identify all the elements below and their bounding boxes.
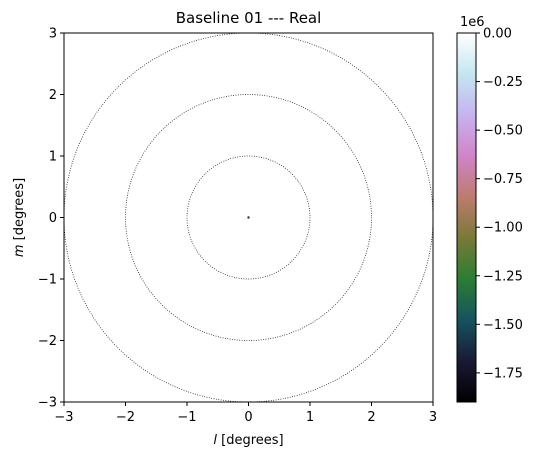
colorbar-tick-label: −1.00	[483, 221, 523, 236]
colorbar-tick-label: 0.00	[483, 27, 512, 42]
y-tick-label: −3	[38, 396, 57, 411]
radius-circle-2-deg	[125, 94, 372, 341]
colorbar-tick-label: −0.50	[483, 124, 523, 139]
colorbar-tick-label: −1.25	[483, 269, 523, 284]
y-axis-ticks: −3 −2 −1 0 1 2 3	[38, 27, 64, 411]
colorbar-tick-label: −0.25	[483, 75, 523, 90]
x-axis-symbol: l	[213, 433, 217, 448]
x-tick-label: 3	[429, 410, 437, 425]
y-axis-symbol: m	[12, 244, 27, 257]
colorbar-tick-label: −0.75	[483, 172, 523, 187]
source-point-group	[247, 216, 250, 219]
colorbar-tick-label: −1.50	[483, 318, 523, 333]
y-tick-label: 0	[49, 211, 57, 226]
y-tick-label: 3	[49, 27, 57, 42]
x-tick-label: 1	[306, 410, 314, 425]
x-tick-label: 2	[367, 410, 375, 425]
colorbar-ticks: 0.00 −0.25 −0.50 −0.75 −1.00 −1.25 −1.50 −1.75	[476, 27, 523, 381]
colorbar-offset-text: 1e6	[460, 15, 485, 30]
colorbar	[456, 32, 477, 403]
x-tick-label: −1	[177, 410, 196, 425]
x-axis-ticks: −3 −2 −1 0 1 2 3	[54, 402, 437, 425]
radius-circle-1-deg	[186, 155, 311, 280]
x-tick-label: −2	[116, 410, 135, 425]
x-tick-label: 0	[244, 410, 252, 425]
y-tick-label: −2	[38, 334, 57, 349]
x-axis-unit: [degrees]	[217, 433, 284, 448]
source-point	[247, 216, 250, 219]
radius-circles	[64, 33, 433, 402]
chart-title: Baseline 01 --- Real	[176, 9, 322, 27]
y-tick-label: −1	[38, 273, 57, 288]
x-axis-label: l [degrees]	[213, 433, 283, 448]
colorbar-tick-label: −1.75	[483, 366, 523, 381]
y-tick-label: 1	[49, 150, 57, 165]
y-axis-unit: [degrees]	[12, 178, 27, 245]
y-axis-label: m [degrees]	[12, 178, 27, 257]
x-tick-label: −3	[54, 410, 73, 425]
y-tick-label: 2	[49, 88, 57, 103]
